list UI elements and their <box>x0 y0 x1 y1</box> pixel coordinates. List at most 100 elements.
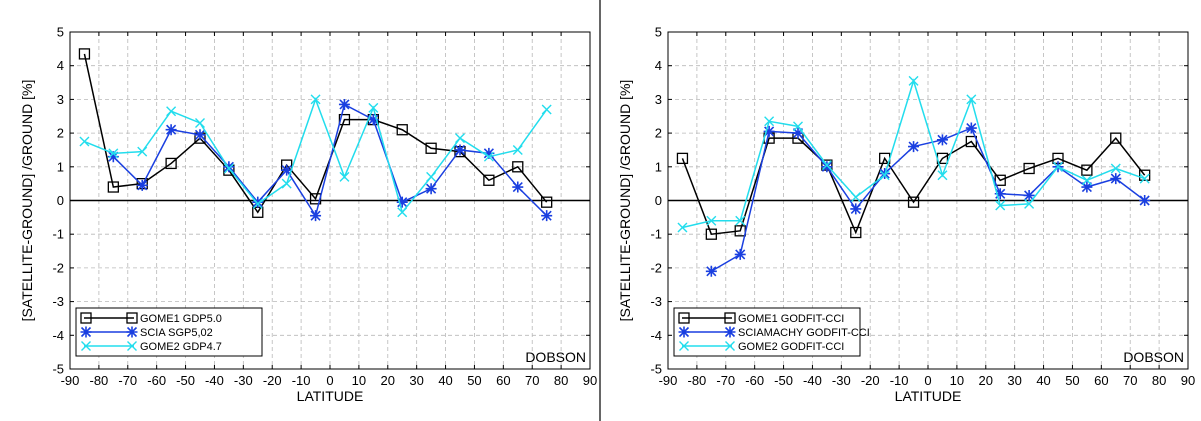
data-point <box>483 147 495 159</box>
x-tick-label: 50 <box>467 373 481 388</box>
y-tick-label: 2 <box>57 126 64 141</box>
data-point <box>994 188 1006 200</box>
data-point <box>821 161 833 173</box>
data-point <box>166 106 177 117</box>
x-tick-label: -90 <box>659 373 678 388</box>
data-point <box>541 104 552 115</box>
chart-annotation: DOBSON <box>525 349 586 365</box>
data-point <box>483 151 494 162</box>
data-point <box>1081 181 1093 193</box>
x-axis-label: LATITUDE <box>297 388 364 404</box>
x-tick-label: 40 <box>1036 373 1050 388</box>
y-tick-label: 1 <box>655 159 662 174</box>
series-line <box>112 103 548 218</box>
data-point <box>483 174 495 186</box>
y-axis-label: [SATELLITE-GROUND] /GROUND [%] <box>617 80 633 322</box>
data-point <box>792 127 804 139</box>
data-point <box>79 136 90 147</box>
data-point <box>367 114 379 126</box>
y-tick-label: -5 <box>52 362 64 377</box>
legend-marker <box>678 312 690 324</box>
data-point <box>907 196 920 208</box>
x-tick-label: 70 <box>1123 373 1137 388</box>
x-tick-label: 0 <box>924 373 931 388</box>
x-axis-label: LATITUDE <box>895 388 962 404</box>
x-tick-label: -70 <box>716 373 735 388</box>
legend-label: GOME2 GODFIT-CCI <box>738 341 844 353</box>
x-tick-label: 60 <box>496 373 510 388</box>
data-point <box>1139 195 1151 206</box>
data-point <box>676 152 689 165</box>
legend-label: GOME1 GDP5.0 <box>140 313 222 325</box>
y-tick-label: 1 <box>57 159 64 174</box>
data-point <box>223 163 234 174</box>
x-tick-label: 90 <box>1181 373 1195 388</box>
data-point <box>908 141 920 153</box>
series-2 <box>705 122 1151 277</box>
data-point <box>396 124 408 136</box>
x-tick-label: -80 <box>687 373 706 388</box>
x-tick-label: 80 <box>554 373 568 388</box>
data-point <box>338 113 351 126</box>
x-tick-label: 70 <box>525 373 539 388</box>
data-point <box>995 200 1006 211</box>
data-point <box>281 178 292 189</box>
x-tick-label: -30 <box>832 373 851 388</box>
data-point <box>734 248 746 260</box>
x-tick-label: 0 <box>326 373 333 388</box>
data-point <box>454 144 466 156</box>
x-tick-label: -70 <box>118 373 137 388</box>
x-tick-label: -20 <box>861 373 880 388</box>
chart-annotation: DOBSON <box>1123 349 1184 365</box>
x-tick-label: 30 <box>1007 373 1021 388</box>
x-tick-label: -90 <box>61 373 80 388</box>
legend: GOME1 GDP5.0 SCIA SGP5,02 GOME2 GDP4.7 <box>75 307 263 357</box>
legend-marker <box>678 326 690 338</box>
y-tick-label: -3 <box>52 294 64 309</box>
chart-panel-2: -90 -80 -70 -60 -50 -40 -30 -20 -10 0 10 20 30 40 50 60… <box>617 25 1195 405</box>
series-3 <box>79 94 552 218</box>
data-point <box>966 94 977 105</box>
legend-marker <box>126 326 138 338</box>
data-point <box>793 121 803 132</box>
data-point <box>706 215 717 226</box>
data-point <box>1023 162 1035 175</box>
legend: GOME1 GODFIT-CCI SCIAMACHY GODFIT-CCI GOME… <box>673 307 870 357</box>
y-tick-label: 3 <box>655 92 662 107</box>
x-tick-label: -50 <box>774 373 793 388</box>
legend-label: GOME1 GODFIT-CCI <box>738 313 844 325</box>
data-point <box>705 265 717 277</box>
data-point <box>908 75 919 86</box>
data-point <box>1110 173 1122 185</box>
data-point <box>397 207 408 218</box>
series-1 <box>676 132 1151 240</box>
y-tick-label: -3 <box>650 294 662 309</box>
x-tick-label: -60 <box>745 373 764 388</box>
data-point <box>512 161 524 173</box>
data-point <box>426 171 437 182</box>
data-point <box>1110 132 1122 144</box>
y-tick-label: -4 <box>52 328 64 343</box>
data-point <box>396 196 408 208</box>
data-point <box>338 98 350 110</box>
data-point <box>1023 189 1035 201</box>
data-point <box>1024 198 1035 209</box>
y-tick-label: 4 <box>57 58 64 73</box>
x-tick-label: 20 <box>979 373 993 388</box>
data-point <box>879 170 890 181</box>
data-point <box>281 164 293 176</box>
y-tick-label: -4 <box>650 328 662 343</box>
data-point <box>252 196 264 208</box>
legend-marker <box>81 341 91 351</box>
legend-marker <box>679 341 689 351</box>
data-point <box>223 161 235 173</box>
legend-marker <box>80 326 92 338</box>
data-point <box>764 116 775 127</box>
x-tick-label: 20 <box>381 373 395 388</box>
x-tick-label: -50 <box>176 373 195 388</box>
data-point <box>541 196 553 208</box>
data-point <box>735 215 746 226</box>
legend-marker <box>80 312 92 324</box>
x-tick-label: -80 <box>89 373 108 388</box>
data-point <box>936 134 948 146</box>
